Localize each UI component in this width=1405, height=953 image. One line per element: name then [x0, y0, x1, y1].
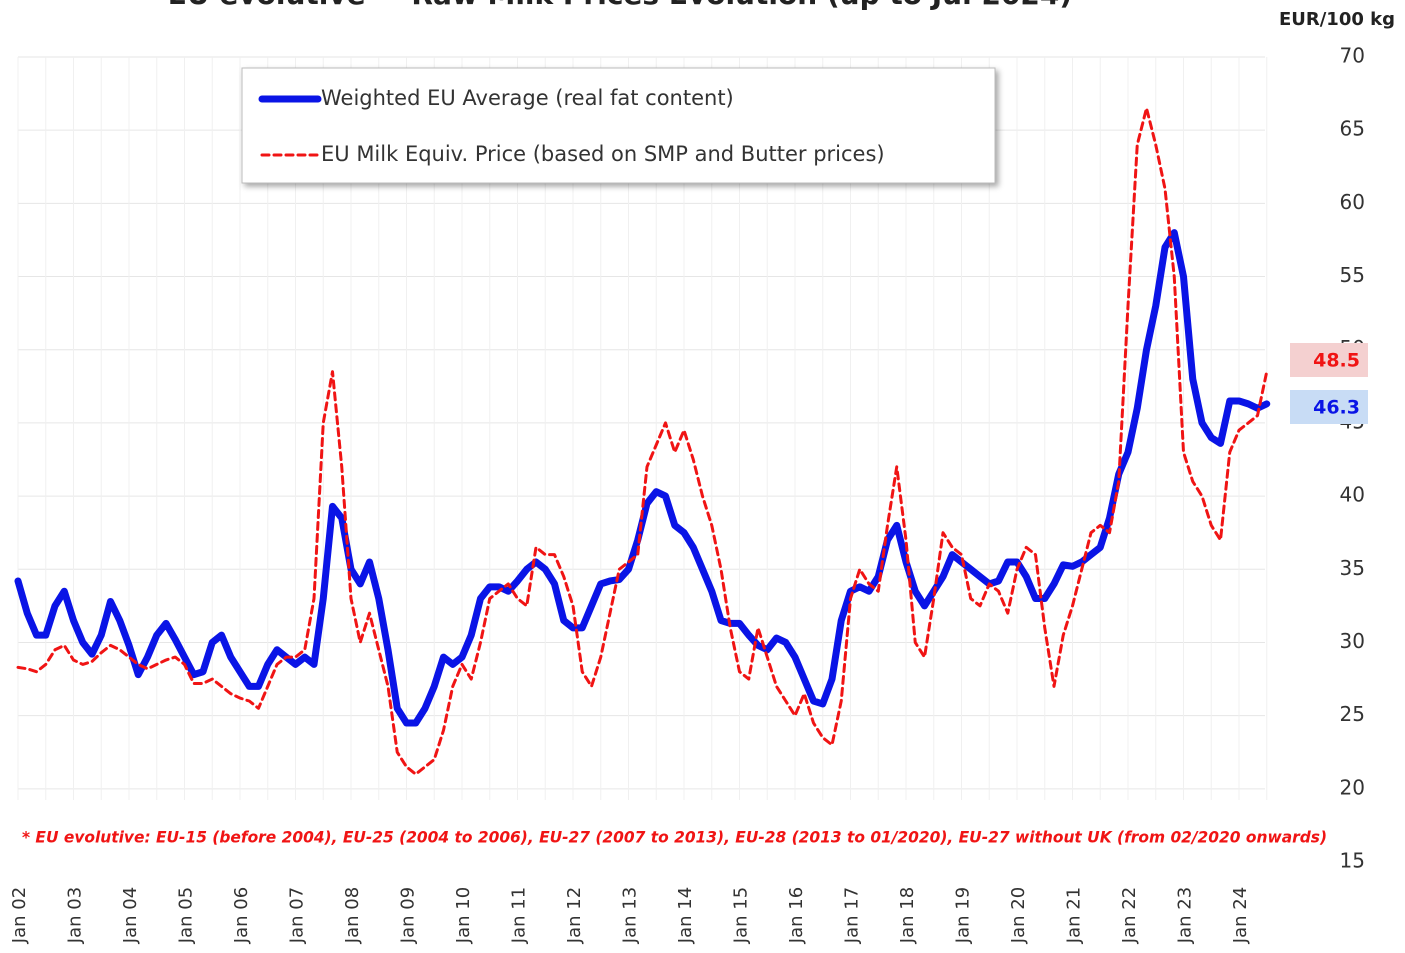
y-tick-label: 60	[1340, 190, 1365, 214]
x-tick-label: Jan 03	[65, 887, 86, 944]
x-tick-label: Jan 12	[564, 887, 585, 944]
lines	[14, 106, 1271, 776]
x-tick-label: Jan 20	[1008, 887, 1029, 944]
x-tick-label: Jan 07	[287, 887, 308, 944]
footnote: * EU evolutive: EU-15 (before 2004), EU-…	[22, 828, 1327, 847]
x-tick-label: Jan 17	[842, 887, 863, 944]
x-tick-label: Jan 06	[231, 887, 252, 944]
end-label-box	[1290, 390, 1368, 424]
chart-title: EU evolutive* - Raw Milk Prices Evolutio…	[168, 0, 1072, 11]
end-label-box	[1290, 343, 1368, 377]
x-tick-label: Jan 16	[786, 887, 807, 944]
y-tick-label: 70	[1340, 44, 1365, 68]
end-label: 46.3	[1313, 397, 1360, 419]
legend-label: EU Milk Equiv. Price (based on SMP and B…	[321, 142, 885, 166]
end-label: 48.5	[1313, 350, 1360, 372]
x-tick-label: Jan 22	[1119, 887, 1140, 944]
x-tick-label: Jan 04	[120, 887, 141, 944]
x-tick-label: Jan 19	[953, 887, 974, 944]
legend-label: Weighted EU Average (real fat content)	[321, 86, 734, 110]
x-tick-label: Jan 15	[731, 887, 752, 944]
x-tick-label: Jan 23	[1175, 887, 1196, 944]
y-tick-label: 20	[1340, 775, 1365, 799]
y-tick-label: 25	[1340, 702, 1365, 726]
x-tick-label: Jan 21	[1064, 887, 1085, 944]
x-tick-label: Jan 10	[453, 887, 474, 944]
x-tick-label: Jan 08	[342, 887, 363, 944]
series-line	[16, 106, 1269, 776]
x-tick-label: Jan 18	[897, 887, 918, 944]
y-tick-label: 65	[1340, 117, 1365, 141]
series-line	[14, 229, 1271, 727]
x-tick-label: Jan 14	[675, 887, 696, 944]
x-tick-label: Jan 05	[176, 887, 197, 944]
x-tick-label: Jan 11	[509, 887, 530, 944]
y-tick-label: 30	[1340, 629, 1365, 653]
y-tick-label: 40	[1340, 483, 1365, 507]
x-tick-label: Jan 09	[398, 887, 419, 944]
grid	[17, 56, 1268, 800]
x-tick-label: Jan 13	[620, 887, 641, 944]
x-tick-label: Jan 24	[1230, 887, 1251, 944]
y-tick-label: 15	[1340, 849, 1365, 873]
legend: Weighted EU Average (real fat content) EU…	[258, 86, 885, 166]
legend-box	[241, 67, 996, 184]
y-unit: EUR/100 kg	[1279, 9, 1395, 30]
y-tick-label: 35	[1340, 556, 1365, 580]
y-tick-label: 55	[1340, 263, 1365, 287]
x-tick-label: Jan 02	[9, 887, 30, 944]
